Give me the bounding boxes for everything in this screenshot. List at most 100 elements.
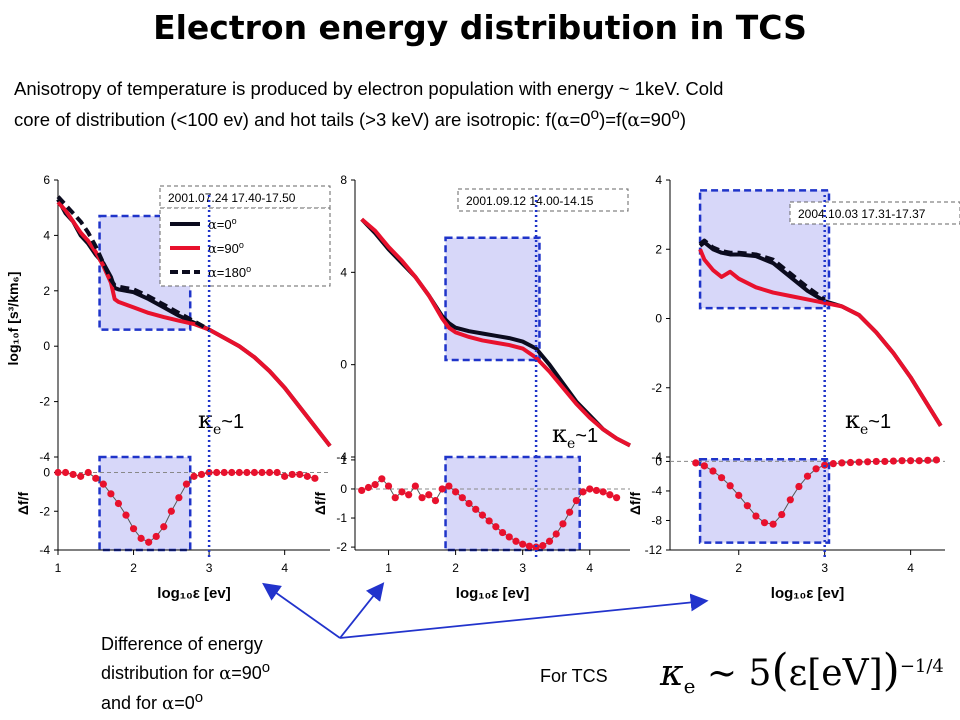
legend-title-box: [457, 188, 629, 212]
diff-marker: [829, 460, 837, 468]
y-tick-label: -12: [645, 543, 663, 557]
diff-marker: [709, 467, 717, 475]
intro-text: Anisotropy of temperature is produced by…: [14, 76, 944, 134]
x-axis-label: log₁₀ε [ev]: [157, 585, 230, 602]
diff-marker: [519, 540, 527, 548]
alpha-symbol: α: [556, 110, 570, 132]
diff-marker: [182, 480, 191, 488]
diff-marker: [881, 457, 889, 466]
legend-entry: α=90o: [208, 240, 244, 257]
y-axis-label: Δf/f: [15, 492, 31, 516]
intro-eq2: =90: [639, 109, 672, 131]
y-tick-label: 1: [340, 453, 347, 467]
diff-marker: [700, 462, 708, 470]
y-tick-label: 0: [43, 466, 50, 480]
pointer-arrow: [262, 582, 341, 639]
y-tick-label: -4: [39, 450, 50, 464]
diff-marker: [122, 511, 130, 519]
diff-marker: [552, 530, 560, 538]
diff-marker: [438, 485, 446, 493]
diff-marker: [889, 457, 898, 465]
note-line-3: and for α=0o: [101, 686, 270, 716]
diff-marker: [418, 494, 426, 502]
diff-marker: [190, 472, 198, 480]
diff-marker: [364, 483, 373, 492]
series-line: [56, 195, 211, 332]
x-axis-label: log₁₀ε [ev]: [771, 585, 844, 602]
diff-marker: [281, 472, 289, 480]
diff-marker: [472, 505, 480, 513]
paren-open: (: [771, 645, 789, 696]
kappa-symbol: κ: [660, 653, 684, 694]
diff-marker: [273, 468, 281, 477]
diff-marker: [54, 468, 62, 477]
diff-marker: [592, 486, 601, 495]
diff-marker: [579, 488, 587, 496]
y-tick-label: -8: [651, 513, 662, 527]
formula-unit: ε[eV]: [788, 653, 883, 694]
legend-title: 2004.10.03 17.31-17.37: [798, 207, 926, 221]
diff-marker: [786, 496, 794, 504]
y-tick-label: -2: [651, 381, 662, 395]
x-axis-label: log₁₀ε [ev]: [456, 585, 529, 602]
note-eq2: =0: [174, 693, 195, 713]
pointer-arrow: [339, 593, 709, 639]
diff-marker: [572, 496, 580, 505]
diff-marker: [498, 528, 507, 537]
diff-marker: [864, 458, 872, 466]
diff-marker: [485, 517, 493, 525]
diff-marker: [452, 488, 460, 496]
diff-marker: [160, 523, 168, 531]
diff-marker: [431, 496, 440, 505]
formula-coef: 5: [748, 653, 772, 694]
x-tick-label: 1: [55, 561, 62, 575]
note-line-1: Difference of energy: [101, 634, 263, 654]
diff-marker: [512, 537, 520, 545]
diff-marker: [612, 494, 621, 502]
diff-marker: [915, 457, 923, 465]
intro-end: ): [679, 109, 687, 131]
diff-marker: [92, 474, 100, 482]
note-text: distribution for: [101, 663, 220, 683]
y-tick-label: 0: [340, 482, 347, 496]
paren-close: ): [882, 645, 900, 696]
diff-marker: [717, 474, 726, 482]
series-line: [698, 238, 826, 302]
x-tick-label: 2: [130, 561, 137, 575]
y-tick-label: 8: [340, 173, 347, 187]
x-tick-label: 3: [206, 561, 213, 575]
y-axis-label: Δf/f: [627, 492, 643, 516]
diff-marker: [545, 537, 554, 545]
kappa-label: κe~1: [552, 420, 598, 452]
kappa-formula: κe ~ 5(ε[eV])−1/4: [660, 645, 944, 698]
y-tick-label: -1: [336, 511, 347, 525]
diff-marker: [288, 470, 296, 479]
y-tick-label: -4: [651, 450, 662, 464]
y-tick-label: -2: [39, 504, 50, 518]
page-title: Electron energy distribution in TCS: [153, 8, 807, 47]
kappa-sub: e: [683, 674, 696, 699]
y-tick-label: -2: [336, 540, 347, 554]
diff-marker: [197, 470, 206, 479]
diff-marker: [220, 468, 228, 477]
diff-marker: [898, 457, 906, 465]
x-tick-label: 4: [907, 561, 914, 575]
diff-marker: [205, 468, 213, 477]
diff-marker: [726, 482, 734, 490]
legend-entry: α=180o: [208, 264, 251, 281]
legend-title: 2001.07.24 17.40-17.50: [168, 191, 296, 205]
diff-marker: [606, 491, 614, 499]
diff-marker: [84, 468, 92, 477]
diff-marker: [924, 456, 932, 464]
diff-marker: [425, 491, 433, 499]
diff-marker: [384, 482, 393, 490]
diff-marker: [371, 481, 379, 489]
diff-marker: [265, 468, 274, 477]
diff-marker: [795, 482, 803, 491]
diff-marker: [175, 494, 183, 502]
diff-marker: [243, 468, 251, 477]
shaded-region-box: [98, 455, 192, 552]
diff-marker: [129, 525, 138, 533]
diff-marker: [458, 494, 466, 502]
note-eq1: =90: [231, 663, 262, 683]
